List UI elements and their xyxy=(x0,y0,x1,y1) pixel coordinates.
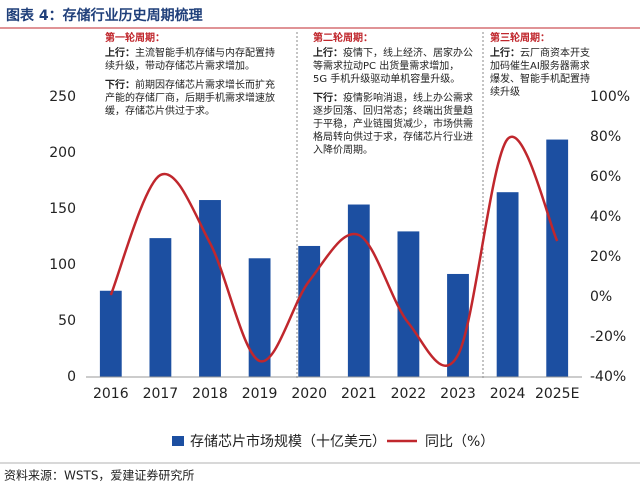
bar xyxy=(347,204,370,377)
annotation: 第一轮周期： 上行：主流智能手机存储与内存配置持续升级，带动存储芯片需求增加。下行… xyxy=(105,32,275,124)
bar xyxy=(99,290,122,377)
line xyxy=(109,135,559,367)
bar xyxy=(546,139,569,377)
bar xyxy=(149,238,172,377)
annotation-paragraph: 上行：云厂商资本开支加码催生AI服务器需求爆发、智能手机配置持续升级 xyxy=(490,47,590,99)
bar xyxy=(447,273,469,377)
legend-label: 存储芯片市场规模（十亿美元） xyxy=(190,433,386,450)
annotation: 第二轮周期： 上行：疫情下，线上经济、居家办公等需求拉动PC 出货量需求增加，5G… xyxy=(313,32,473,163)
legend-swatch xyxy=(172,436,184,446)
chart-title: 图表 4：存储行业历史周期梳理 xyxy=(6,7,203,24)
annotation-paragraph: 上行：主流智能手机存储与内存配置持续升级，带动存储芯片需求增加。 xyxy=(105,47,275,73)
y2-tick-label: -40% xyxy=(590,369,626,385)
x-tick-label: 2023 xyxy=(440,386,476,402)
x-tick-label: 2020 xyxy=(291,386,327,402)
y2-tick-label: 40% xyxy=(590,209,621,225)
annotation-label: 下行： xyxy=(313,93,343,104)
annotation-label: 下行： xyxy=(105,80,135,91)
y2-tick-label: 100% xyxy=(590,89,630,105)
annotation-paragraph: 上行：疫情下，线上经济、居家办公等需求拉动PC 出货量需求增加，5G 手机升级驱… xyxy=(313,47,473,86)
legend-label: 同比（%） xyxy=(425,434,494,450)
x-tick-label: 2017 xyxy=(143,386,179,402)
x-tick-label: 2018 xyxy=(192,386,228,402)
x-tick-label: 2019 xyxy=(242,386,278,402)
annotation-label: 上行： xyxy=(313,48,343,59)
annotation-label: 上行： xyxy=(490,48,520,59)
bar xyxy=(397,231,420,377)
y-tick-label: 50 xyxy=(58,313,76,329)
annotation-heading: 第三轮周期： xyxy=(490,33,550,44)
annotation-text: 疫情下，线上经济、居家办公等需求拉动PC 出货量需求增加，5G 手机升级驱动单机… xyxy=(313,48,473,85)
y-tick-label: 0 xyxy=(67,369,76,385)
annotation-text: 云厂商资本开支加码催生AI服务器需求爆发、智能手机配置持续升级 xyxy=(490,48,590,98)
x-tick-label: 2024 xyxy=(490,386,526,402)
x-tick-label: 2022 xyxy=(391,386,427,402)
annotation-heading: 第二轮周期： xyxy=(313,33,373,44)
annotation-text: 前期因存储芯片需求增长而扩充产能的存储厂商，后期手机需求增速放缓，存储芯片供过于… xyxy=(105,80,275,117)
bar xyxy=(496,192,519,377)
bar xyxy=(298,245,321,377)
annotation-text: 主流智能手机存储与内存配置持续升级，带动存储芯片需求增加。 xyxy=(105,48,275,72)
y-tick-label: 200 xyxy=(49,145,76,161)
annotation-label: 上行： xyxy=(105,48,135,59)
annotation-paragraph: 下行：疫情影响消退，线上办公需求逐步回落、回归常态；终端出货量趋于平稳，产业链囤… xyxy=(313,92,473,157)
y2-tick-label: 20% xyxy=(590,249,621,265)
x-tick-label: 2021 xyxy=(341,386,377,402)
source: 资料来源：WSTS，爱建证券研究所 xyxy=(4,468,194,483)
y-tick-label: 150 xyxy=(49,201,76,217)
bar xyxy=(248,258,271,377)
annotation-text: 疫情影响消退，线上办公需求逐步回落、回归常态；终端出货量趋于平稳，产业链囤货减少… xyxy=(313,93,473,156)
annotation-heading: 第一轮周期： xyxy=(105,33,165,44)
y2-tick-label: 0% xyxy=(590,289,612,305)
y2-tick-label: -20% xyxy=(590,329,626,345)
y2-tick-label: 80% xyxy=(590,129,621,145)
annotation-paragraph: 下行：前期因存储芯片需求增长而扩充产能的存储厂商，后期手机需求增速放缓，存储芯片… xyxy=(105,79,275,118)
y2-tick-label: 60% xyxy=(590,169,621,185)
x-tick-label: 2025E xyxy=(535,386,579,402)
y-tick-label: 250 xyxy=(49,89,76,105)
annotation: 第三轮周期： 上行：云厂商资本开支加码催生AI服务器需求爆发、智能手机配置持续升级 xyxy=(490,32,590,105)
y-tick-label: 100 xyxy=(49,257,76,273)
x-tick-label: 2016 xyxy=(93,386,129,402)
bar xyxy=(199,200,221,377)
